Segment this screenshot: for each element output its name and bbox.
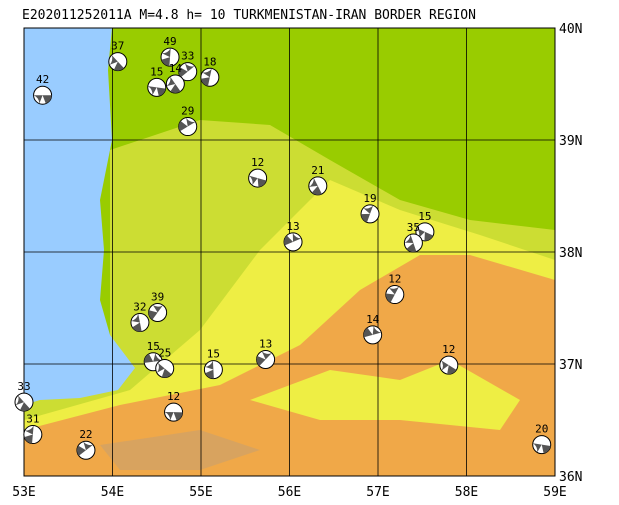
focal-mechanism [439, 355, 459, 375]
compression-quadrant [156, 362, 172, 378]
compression-quadrant [204, 360, 214, 379]
focal-mechanism [308, 176, 328, 196]
depth-label: 14 [366, 313, 380, 326]
compression-quadrant [24, 425, 34, 444]
compression-quadrant [284, 232, 302, 246]
depth-label: 18 [203, 55, 216, 68]
depth-label: 37 [111, 40, 124, 53]
compression-quadrant [178, 117, 196, 132]
compression-quadrant [33, 95, 52, 104]
focal-mechanism [360, 204, 380, 224]
x-tick-label: 59E [543, 485, 566, 500]
focal-mechanism [200, 67, 220, 87]
compression-quadrant [144, 353, 163, 363]
focal-mechanism [203, 360, 223, 380]
focal-mechanism [385, 285, 405, 305]
depth-label: 22 [79, 428, 92, 441]
focal-mechanism [532, 435, 552, 455]
x-tick-label: 55E [189, 485, 212, 500]
y-tick-label: 39N [559, 134, 582, 149]
x-tick-label: 53E [12, 485, 35, 500]
compression-quadrant [308, 177, 322, 195]
compression-quadrant [178, 63, 195, 78]
depth-label: 12 [388, 273, 401, 286]
compression-quadrant [532, 443, 551, 454]
depth-label: 25 [158, 346, 171, 359]
depth-label: 14 [169, 62, 183, 75]
compression-quadrant [248, 175, 267, 188]
compression-quadrant [166, 76, 181, 94]
focal-mechanism [178, 117, 198, 137]
compression-quadrant [15, 395, 31, 412]
focal-mechanism [165, 74, 185, 94]
compression-quadrant [416, 228, 434, 241]
depth-label: 15 [150, 65, 163, 78]
y-tick-label: 38N [559, 246, 582, 261]
x-tick-label: 54E [101, 485, 124, 500]
compression-quadrant [385, 286, 400, 303]
focal-mechanism [76, 440, 96, 460]
focal-mechanism [415, 222, 435, 242]
compression-quadrant [361, 205, 374, 223]
depth-label: 39 [151, 290, 164, 303]
depth-label: 19 [363, 192, 376, 205]
focal-mechanism [23, 425, 43, 445]
depth-label: 15 [207, 348, 220, 361]
depth-label: 33 [17, 380, 30, 393]
focal-mechanism [403, 233, 423, 253]
depth-label: 21 [311, 164, 324, 177]
depth-label: 20 [535, 423, 548, 436]
focal-mechanism [178, 62, 198, 82]
depth-label: 13 [259, 338, 272, 351]
focal-mechanism [363, 325, 383, 345]
depth-label: 12 [442, 343, 455, 356]
focal-mechanism [283, 232, 303, 252]
depth-label: 12 [251, 156, 264, 169]
focal-mechanism [160, 47, 180, 67]
compression-quadrant [109, 55, 124, 71]
compression-quadrant [164, 412, 183, 421]
y-tick-label: 37N [559, 358, 582, 373]
focal-mechanism [33, 85, 53, 105]
compression-quadrant [76, 441, 94, 456]
depth-label: 31 [26, 413, 39, 426]
depth-label: 49 [163, 35, 176, 48]
y-tick-label: 36N [559, 470, 582, 485]
compression-quadrant [147, 86, 166, 97]
depth-label: 13 [286, 220, 299, 233]
depth-label: 29 [181, 105, 194, 118]
focal-mechanism [248, 168, 268, 188]
focal-mechanism [108, 52, 128, 72]
depth-label: 33 [181, 50, 194, 63]
depth-label: 35 [407, 221, 420, 234]
depth-label: 32 [133, 301, 146, 314]
x-tick-label: 58E [455, 485, 478, 500]
focal-mechanism [148, 302, 168, 322]
compression-quadrant [256, 351, 272, 366]
compression-quadrant [363, 325, 382, 338]
focal-mechanism [147, 77, 167, 97]
compression-quadrant [404, 234, 417, 253]
compression-quadrant [131, 313, 142, 332]
focal-mechanism [256, 350, 276, 370]
depth-label: 15 [418, 210, 431, 223]
x-tick-label: 57E [366, 485, 389, 500]
compression-quadrant [161, 48, 171, 67]
focal-mechanism [155, 358, 175, 378]
focal-mechanism [14, 392, 34, 412]
compression-quadrant [200, 68, 212, 87]
focal-mechanism [164, 402, 184, 422]
x-tick-label: 56E [278, 485, 301, 500]
compression-quadrant [441, 360, 457, 375]
compression-quadrant [148, 304, 163, 320]
depth-label: 12 [167, 390, 180, 403]
depth-label: 15 [147, 340, 160, 353]
map-title: E202011252011A M=4.8 h= 10 TURKMENISTAN-… [22, 8, 476, 23]
y-tick-label: 40N [559, 22, 582, 37]
focal-mechanism [130, 313, 150, 333]
depth-label: 42 [36, 73, 49, 86]
